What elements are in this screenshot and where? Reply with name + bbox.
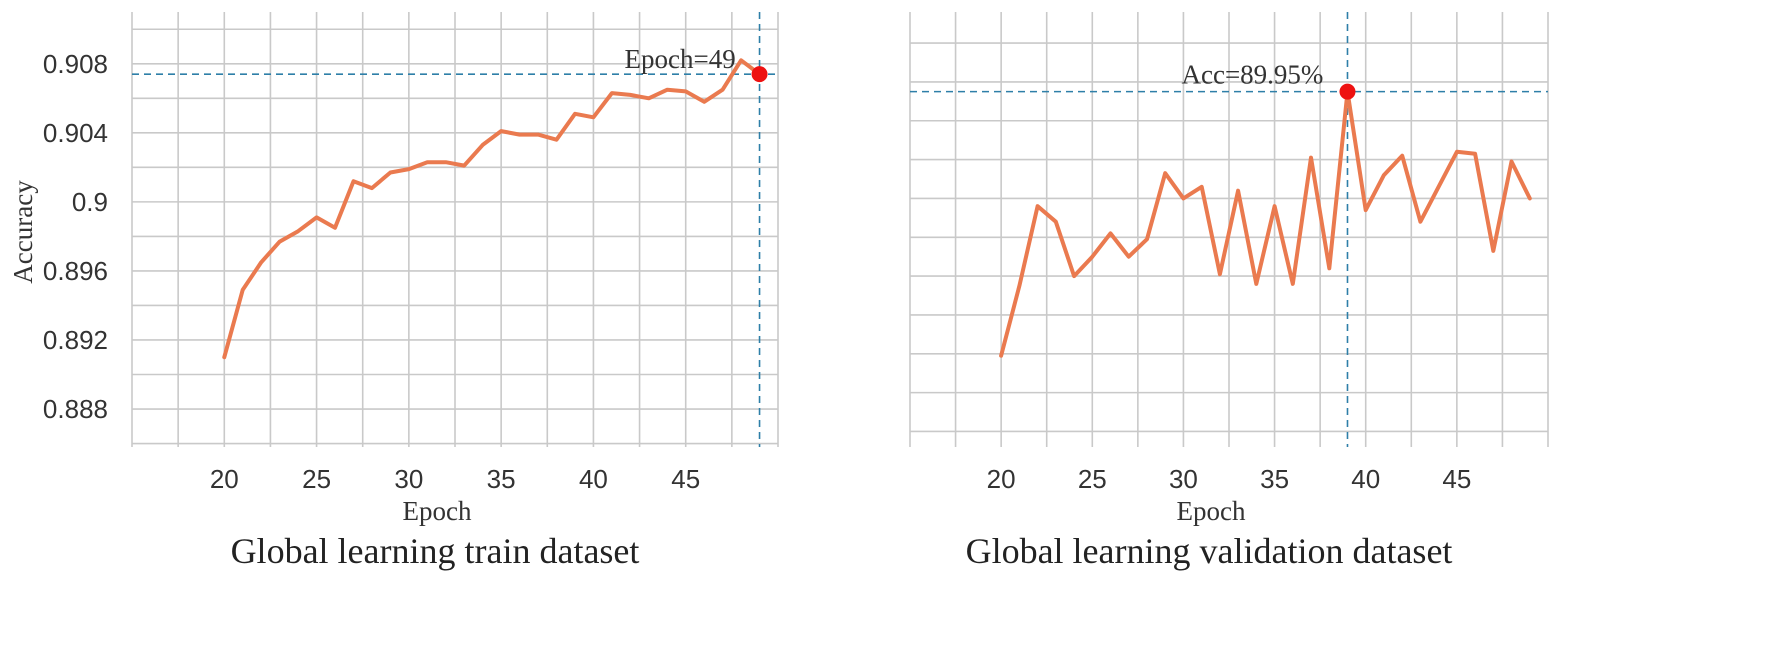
x-tick-label: 35 <box>487 464 516 494</box>
chart-caption: Global learning train dataset <box>231 531 640 571</box>
train-accuracy-svg: 0.888 0.892 0.896 0.9 0.904 0.908 20 25 30 35 40 45… <box>8 12 779 571</box>
accuracy-line <box>222 58 762 360</box>
y-tick-label: 0.896 <box>43 256 108 286</box>
chart-caption: Global learning validation dataset <box>966 531 1453 571</box>
highlight-marker <box>1339 83 1356 100</box>
y-tick-label: 0.9 <box>72 187 108 217</box>
x-tick-label: 45 <box>1442 464 1471 494</box>
x-tick-label: 40 <box>579 464 608 494</box>
y-axis-label: Accuracy <box>8 180 38 284</box>
x-tick-label: 20 <box>210 464 239 494</box>
plot-group: 0.888 0.892 0.896 0.9 0.904 0.908 20 25 30 35 40 45… <box>8 12 779 571</box>
train-accuracy-chart: 0.888 0.892 0.896 0.9 0.904 0.908 20 25 30 35 40 45… <box>8 12 779 571</box>
highlight-annotation: Epoch=49 <box>625 44 736 74</box>
highlight-marker <box>751 66 768 83</box>
plot-group: 0.8840.8880.8920.8960.9202530354045Epoch… <box>909 12 1549 571</box>
y-tick-label: 0.888 <box>43 394 108 424</box>
x-tick-label: 25 <box>1078 464 1107 494</box>
validation-accuracy-svg: 0.8840.8880.8920.8960.9202530354045Epoch… <box>909 12 1549 571</box>
x-axis-label: Epoch <box>1177 496 1246 526</box>
accuracy-line <box>999 89 1532 358</box>
x-tick-label: 25 <box>302 464 331 494</box>
validation-accuracy-chart: 0.8840.8880.8920.8960.9202530354045Epoch… <box>886 0 1772 660</box>
grid <box>131 12 779 447</box>
y-tick-label: 0.892 <box>43 325 108 355</box>
y-tick-label: 0.904 <box>43 118 108 148</box>
x-tick-label: 30 <box>1169 464 1198 494</box>
x-tick-label: 45 <box>671 464 700 494</box>
x-tick-label: 35 <box>1260 464 1289 494</box>
x-tick-label: 40 <box>1351 464 1380 494</box>
highlight-annotation: Acc=89.95% <box>1181 60 1323 90</box>
x-tick-label: 30 <box>394 464 423 494</box>
x-axis-label: Epoch <box>403 496 472 526</box>
x-tick-label: 20 <box>987 464 1016 494</box>
y-tick-label: 0.908 <box>43 49 108 79</box>
